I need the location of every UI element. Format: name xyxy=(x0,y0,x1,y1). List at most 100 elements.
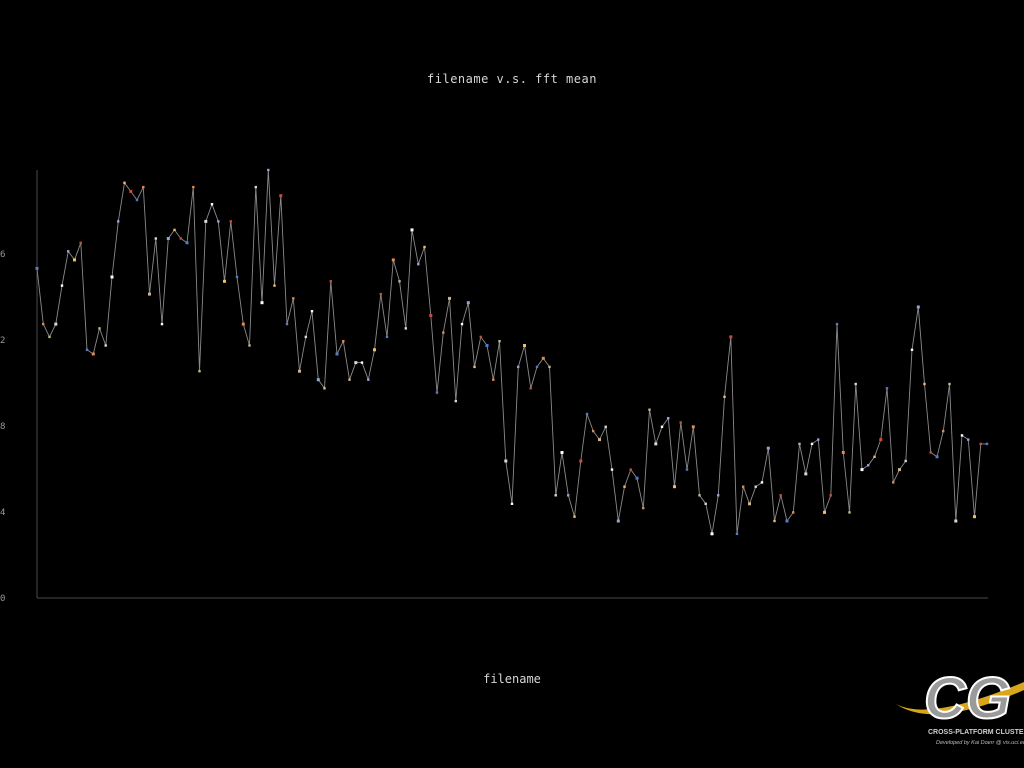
data-point xyxy=(142,185,145,189)
series-line xyxy=(36,169,987,535)
data-point xyxy=(910,348,914,351)
data-point xyxy=(466,301,470,305)
data-point xyxy=(379,292,382,296)
data-point xyxy=(148,292,151,296)
data-point xyxy=(98,327,101,330)
data-point xyxy=(829,494,832,497)
data-point xyxy=(342,340,345,343)
data-point xyxy=(698,494,701,497)
data-point xyxy=(935,455,939,459)
data-point xyxy=(335,352,339,356)
data-point xyxy=(667,417,670,420)
data-point xyxy=(642,506,645,510)
data-point xyxy=(429,314,433,317)
data-point xyxy=(598,438,601,442)
data-point xyxy=(585,412,589,416)
data-point xyxy=(742,485,745,488)
data-point xyxy=(60,284,64,287)
data-point xyxy=(760,481,764,484)
data-point xyxy=(135,198,139,202)
data-point xyxy=(185,241,189,245)
data-point xyxy=(235,275,239,279)
data-point xyxy=(267,168,270,172)
data-point xyxy=(454,399,457,403)
data-point xyxy=(204,219,208,223)
data-point xyxy=(885,387,889,390)
logo-caption: CROSS-PLATFORM CLUSTER xyxy=(928,729,1024,736)
data-point xyxy=(435,391,439,394)
data-point xyxy=(423,245,426,249)
data-point xyxy=(360,361,364,364)
data-point xyxy=(673,485,676,489)
data-point xyxy=(754,485,757,488)
data-point xyxy=(779,494,782,497)
data-point xyxy=(173,228,176,232)
data-point xyxy=(329,280,332,283)
data-point xyxy=(298,369,301,373)
data-point xyxy=(923,382,926,386)
data-point xyxy=(410,228,414,232)
data-point xyxy=(166,237,170,240)
data-point xyxy=(442,331,445,334)
data-point xyxy=(91,352,95,356)
data-point xyxy=(123,181,126,184)
data-point xyxy=(354,361,358,365)
data-point xyxy=(729,335,733,339)
data-point xyxy=(367,378,370,381)
data-point xyxy=(616,519,620,523)
data-point xyxy=(54,322,58,326)
data-point xyxy=(241,322,245,326)
data-point xyxy=(979,442,982,446)
data-point xyxy=(804,472,808,476)
data-point xyxy=(529,387,532,390)
data-point xyxy=(535,365,539,369)
data-point xyxy=(848,511,851,514)
data-point xyxy=(892,481,895,484)
data-point xyxy=(623,485,626,488)
data-point xyxy=(348,378,351,381)
logo-letters: CG xyxy=(924,666,1011,731)
y-tick-label: 2 xyxy=(0,336,5,346)
data-point xyxy=(310,310,314,313)
data-point xyxy=(48,335,51,339)
data-point xyxy=(260,301,264,305)
series-points xyxy=(35,168,989,536)
data-point xyxy=(679,421,682,424)
y-tick-label: 4 xyxy=(0,508,5,518)
data-point xyxy=(648,408,651,411)
data-point xyxy=(398,280,401,283)
data-point xyxy=(898,468,901,472)
data-point xyxy=(735,532,739,535)
data-point xyxy=(717,494,720,497)
data-point xyxy=(548,365,551,369)
data-point xyxy=(42,322,45,326)
data-point xyxy=(592,429,595,433)
data-point xyxy=(654,442,658,446)
data-point xyxy=(973,515,976,519)
data-point xyxy=(854,382,857,386)
data-point xyxy=(823,510,826,514)
data-point xyxy=(916,305,920,309)
data-point xyxy=(704,502,707,505)
data-point xyxy=(785,519,789,523)
data-point xyxy=(285,322,289,326)
data-point xyxy=(323,387,326,390)
logo-credit: Developed by Kai Doerr @ vis.uci.edu xyxy=(936,740,1024,746)
data-point xyxy=(798,442,801,446)
data-point xyxy=(73,258,76,262)
data-point xyxy=(541,356,545,360)
data-point xyxy=(198,370,201,373)
data-point xyxy=(179,237,182,240)
data-point xyxy=(273,284,276,287)
data-point xyxy=(479,335,482,339)
data-point xyxy=(404,327,407,330)
data-point xyxy=(35,266,39,270)
data-point xyxy=(954,519,958,523)
data-point xyxy=(67,250,70,253)
axes xyxy=(36,170,988,599)
data-point xyxy=(904,459,907,463)
data-point xyxy=(723,395,726,398)
y-tick-label: 8 xyxy=(0,422,5,432)
data-point xyxy=(279,194,283,198)
